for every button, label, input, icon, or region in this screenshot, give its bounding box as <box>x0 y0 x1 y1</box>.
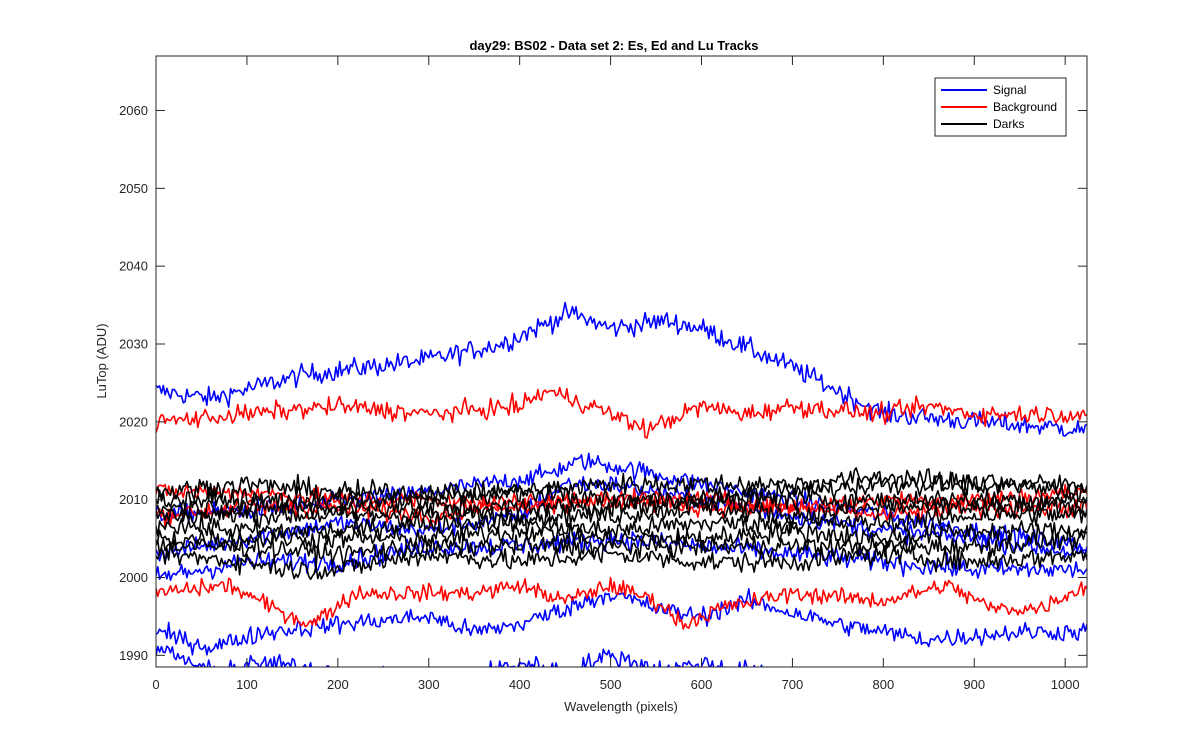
legend-label-darks: Darks <box>993 117 1024 131</box>
y-axis: 1990 2000 2010 2020 2030 2040 2050 2060 <box>119 103 1087 663</box>
y-tick-label: 2060 <box>119 103 148 118</box>
y-tick-label: 2000 <box>119 570 148 585</box>
x-tick-label: 0 <box>152 677 159 692</box>
series-line-background <box>156 386 1087 439</box>
plot-frame <box>155 55 1088 668</box>
x-tick-label: 300 <box>418 677 440 692</box>
x-tick-label: 100 <box>236 677 258 692</box>
x-tick-label: 500 <box>600 677 622 692</box>
series-layer <box>156 301 1087 667</box>
y-tick-label: 2030 <box>119 336 148 351</box>
y-tick-label: 2020 <box>119 414 148 429</box>
y-axis-label: LuTop (ADU) <box>94 323 109 398</box>
series-line-signal <box>156 530 1087 581</box>
x-tick-label: 700 <box>782 677 804 692</box>
x-axis: 0 100 200 300 400 500 600 700 800 900 1000 <box>152 56 1080 692</box>
y-tick-label: 2050 <box>119 181 148 196</box>
x-tick-label: 1000 <box>1051 677 1080 692</box>
chart-title: day29: BS02 - Data set 2: Es, Ed and Lu … <box>469 38 758 53</box>
series-line-signal <box>156 301 1087 437</box>
series-line-darks <box>156 467 1087 507</box>
series-line-background <box>156 576 1087 630</box>
y-tick-label: 1990 <box>119 648 148 663</box>
x-tick-label: 400 <box>509 677 531 692</box>
legend-label-signal: Signal <box>993 83 1026 97</box>
series-line-signal <box>156 588 1087 656</box>
x-tick-label: 900 <box>963 677 985 692</box>
y-tick-label: 2010 <box>119 492 148 507</box>
x-axis-label: Wavelength (pixels) <box>564 699 678 714</box>
x-tick-label: 600 <box>691 677 713 692</box>
legend-label-background: Background <box>993 100 1057 114</box>
y-tick-label: 2040 <box>119 259 148 274</box>
legend: Signal Background Darks <box>934 77 1067 137</box>
series-line-darks <box>156 494 1087 529</box>
series-line-darks <box>156 541 1087 581</box>
series-line-darks <box>156 525 1087 569</box>
x-tick-label: 200 <box>327 677 349 692</box>
x-tick-label: 800 <box>872 677 894 692</box>
series-line-darks <box>156 503 1087 542</box>
